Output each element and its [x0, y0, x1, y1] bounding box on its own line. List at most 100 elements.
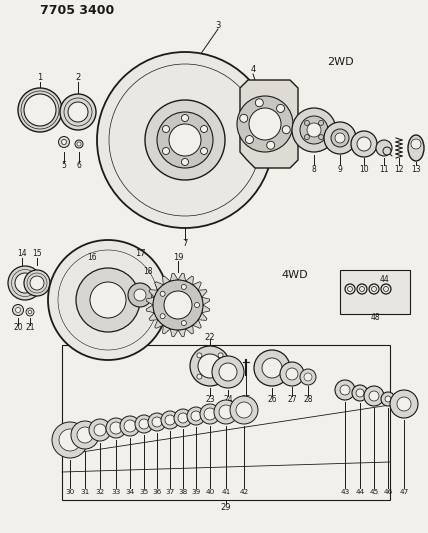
Polygon shape — [240, 80, 298, 168]
Polygon shape — [202, 297, 210, 305]
Circle shape — [26, 308, 34, 316]
Circle shape — [218, 353, 223, 358]
Circle shape — [197, 374, 202, 379]
Circle shape — [411, 139, 421, 149]
Circle shape — [77, 427, 93, 443]
Polygon shape — [146, 297, 154, 305]
Polygon shape — [170, 273, 178, 281]
Circle shape — [165, 415, 175, 425]
Bar — [340, 270, 410, 314]
Text: 32: 32 — [95, 489, 104, 495]
Circle shape — [282, 126, 290, 134]
Circle shape — [381, 392, 395, 406]
Circle shape — [52, 422, 88, 458]
Circle shape — [385, 396, 391, 402]
Circle shape — [157, 112, 213, 168]
Text: 13: 13 — [411, 166, 421, 174]
Text: 24: 24 — [223, 395, 233, 405]
Polygon shape — [198, 313, 207, 320]
Text: 30: 30 — [65, 489, 74, 495]
Text: 2: 2 — [75, 74, 80, 83]
Text: 16: 16 — [87, 254, 97, 262]
Polygon shape — [186, 325, 193, 334]
Text: 20: 20 — [13, 324, 23, 333]
Polygon shape — [186, 276, 193, 285]
Circle shape — [59, 136, 69, 148]
Circle shape — [134, 289, 146, 301]
Circle shape — [219, 363, 237, 381]
Text: 44: 44 — [380, 274, 390, 284]
Polygon shape — [193, 281, 201, 290]
Circle shape — [94, 424, 106, 436]
Circle shape — [48, 240, 168, 360]
Text: 23: 23 — [205, 395, 215, 405]
Polygon shape — [202, 305, 210, 313]
Text: 38: 38 — [178, 489, 187, 495]
Text: 28: 28 — [303, 395, 313, 405]
Circle shape — [390, 390, 418, 418]
Text: 39: 39 — [191, 489, 201, 495]
Circle shape — [76, 268, 140, 332]
Circle shape — [18, 88, 62, 132]
Text: 36: 36 — [152, 489, 162, 495]
Text: 11: 11 — [379, 166, 389, 174]
Circle shape — [397, 397, 411, 411]
Polygon shape — [178, 329, 186, 337]
Circle shape — [254, 350, 290, 386]
Circle shape — [148, 413, 166, 431]
Polygon shape — [149, 313, 158, 320]
Circle shape — [236, 402, 252, 418]
Circle shape — [262, 358, 282, 378]
Polygon shape — [178, 273, 186, 281]
Text: 7: 7 — [182, 239, 188, 248]
Circle shape — [286, 368, 298, 380]
Text: 1: 1 — [37, 74, 43, 83]
Circle shape — [190, 346, 230, 386]
Circle shape — [163, 148, 169, 155]
Polygon shape — [198, 289, 207, 297]
Circle shape — [15, 273, 35, 293]
Circle shape — [357, 137, 371, 151]
Ellipse shape — [408, 135, 424, 161]
Bar — [62, 345, 390, 500]
Text: 43: 43 — [340, 489, 350, 495]
Circle shape — [304, 373, 312, 381]
Circle shape — [245, 135, 253, 143]
Circle shape — [139, 419, 149, 429]
Circle shape — [178, 413, 188, 423]
Polygon shape — [170, 329, 178, 337]
Circle shape — [181, 320, 186, 326]
Text: 2WD: 2WD — [327, 57, 353, 67]
Circle shape — [12, 304, 24, 316]
Text: 6: 6 — [77, 160, 81, 169]
Circle shape — [164, 291, 192, 319]
Circle shape — [174, 409, 192, 427]
Circle shape — [181, 115, 188, 122]
Circle shape — [331, 129, 349, 147]
Text: 4: 4 — [250, 66, 256, 75]
Circle shape — [62, 140, 66, 144]
Text: 21: 21 — [25, 324, 35, 333]
Circle shape — [369, 391, 379, 401]
Text: 5: 5 — [62, 160, 66, 169]
Circle shape — [15, 308, 21, 312]
Polygon shape — [149, 289, 158, 297]
Circle shape — [24, 94, 56, 126]
Circle shape — [230, 396, 258, 424]
Text: 35: 35 — [140, 489, 149, 495]
Circle shape — [97, 52, 273, 228]
Circle shape — [75, 140, 83, 148]
Circle shape — [8, 266, 42, 300]
Circle shape — [160, 313, 165, 319]
Circle shape — [197, 353, 202, 358]
Circle shape — [214, 400, 238, 424]
Circle shape — [352, 385, 368, 401]
Circle shape — [340, 385, 350, 395]
Circle shape — [201, 125, 208, 133]
Text: 29: 29 — [221, 504, 231, 513]
Text: 40: 40 — [205, 489, 214, 495]
Circle shape — [181, 158, 188, 166]
Circle shape — [280, 362, 304, 386]
Text: 31: 31 — [80, 489, 89, 495]
Text: 47: 47 — [399, 489, 409, 495]
